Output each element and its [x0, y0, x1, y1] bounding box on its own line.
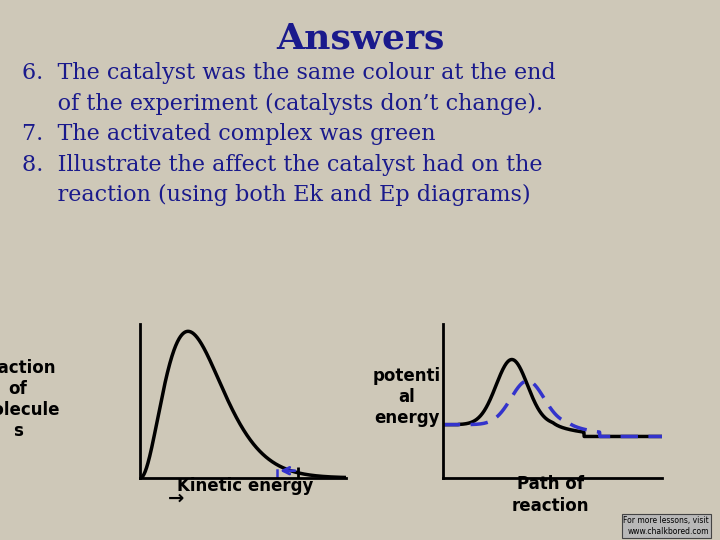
Text: Kinetic energy: Kinetic energy: [176, 477, 313, 495]
Text: For more lessons, visit
www.chalkbored.com: For more lessons, visit www.chalkbored.c…: [624, 516, 709, 536]
Text: potenti
al
energy: potenti al energy: [373, 367, 441, 427]
Text: 6.  The catalyst was the same colour at the end
     of the experiment (catalyst: 6. The catalyst was the same colour at t…: [22, 62, 555, 206]
Text: Path of
reaction: Path of reaction: [512, 475, 590, 515]
Text: Answers: Answers: [276, 22, 444, 56]
Text: Fraction
of
molecule
s: Fraction of molecule s: [0, 360, 60, 440]
Text: →: →: [168, 489, 184, 508]
